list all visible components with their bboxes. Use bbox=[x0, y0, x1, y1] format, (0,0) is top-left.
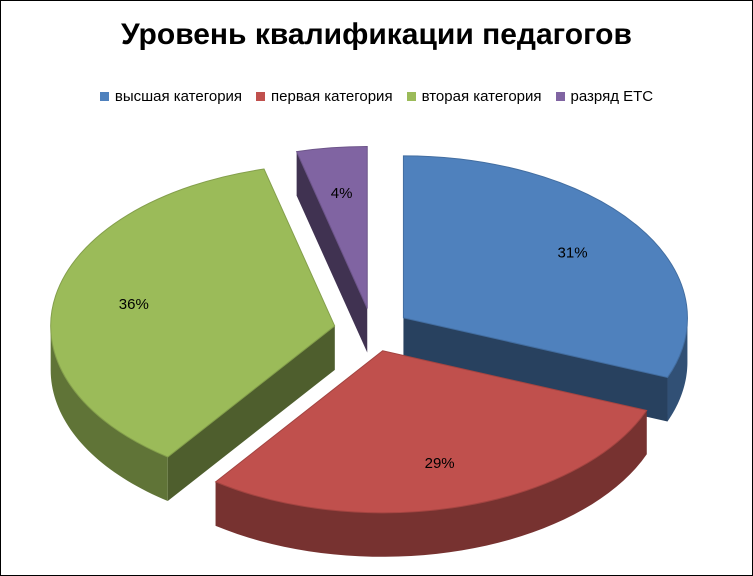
slice-tops bbox=[50, 146, 688, 514]
legend-item-vtoraya: вторая категория bbox=[406, 88, 542, 105]
slice-wall bbox=[403, 317, 668, 422]
slice-labels: 31% 29% 36% 4% bbox=[119, 185, 588, 472]
legend-label: разряд ЕТС bbox=[570, 88, 654, 105]
legend-swatch bbox=[256, 92, 266, 101]
legend-label: высшая категория bbox=[114, 88, 243, 105]
legend-item-pervaya: первая категория bbox=[256, 88, 393, 105]
data-label: 36% bbox=[119, 296, 149, 313]
slice-side bbox=[403, 317, 688, 422]
slice-outer-wall bbox=[50, 325, 168, 502]
pie-slice bbox=[50, 168, 336, 458]
legend-item-vysshaya: высшая категория bbox=[99, 88, 243, 105]
data-label: 4% bbox=[331, 185, 353, 202]
pie-slice bbox=[295, 146, 368, 309]
legend-label: первая категория bbox=[271, 88, 393, 105]
legend-swatch bbox=[555, 92, 565, 101]
pie-slice bbox=[402, 155, 688, 379]
slice-side bbox=[296, 151, 368, 353]
slice-wall bbox=[296, 151, 368, 353]
legend-swatch bbox=[99, 92, 109, 101]
slice-outer-wall bbox=[667, 317, 688, 422]
slice-wall bbox=[167, 325, 335, 502]
legend-label: вторая категория bbox=[421, 88, 542, 105]
slice-outer-wall bbox=[215, 410, 647, 557]
chart-legend: высшая категория первая категория вторая… bbox=[0, 88, 753, 105]
legend-item-razryad: разряд ЕТС bbox=[555, 88, 654, 105]
pie-slice bbox=[214, 350, 648, 514]
data-label: 31% bbox=[558, 244, 588, 261]
legend-swatch bbox=[406, 92, 416, 101]
data-label: 29% bbox=[425, 455, 455, 472]
chart-title: Уровень квалификации педагогов bbox=[121, 18, 632, 51]
